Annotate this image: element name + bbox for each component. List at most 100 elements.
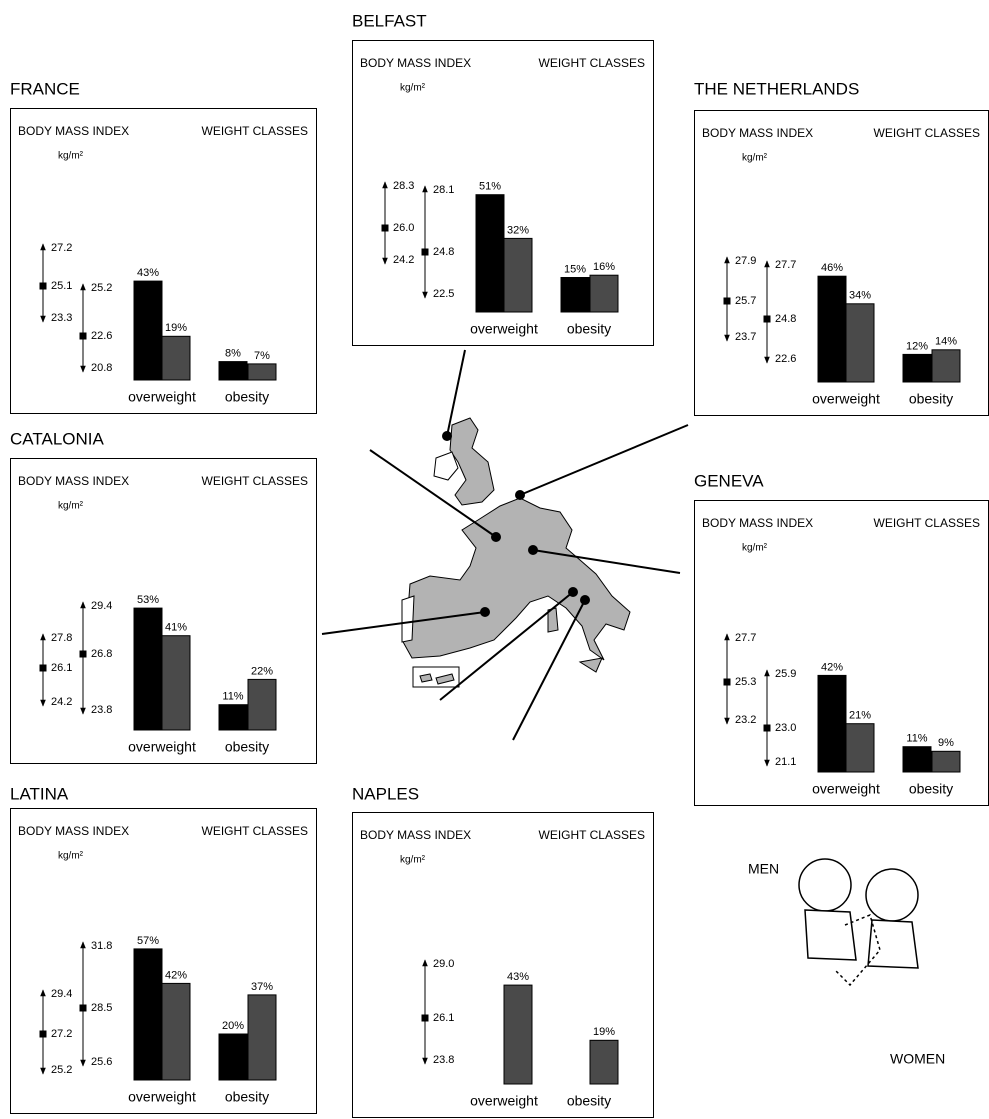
bmi-mean	[80, 1005, 87, 1012]
city-dot	[528, 545, 538, 555]
category-label: obesity	[567, 1093, 611, 1109]
bar-value-label: 11%	[906, 733, 927, 745]
bmi-low-label: 20.8	[91, 362, 112, 374]
category-label: overweight	[812, 391, 880, 407]
bar-value-label: 15%	[564, 263, 586, 275]
bmi-mean-label: 24.8	[775, 313, 796, 325]
unit: kg/m²	[400, 855, 426, 866]
bmi-mean	[80, 651, 87, 658]
bar-value-label: 19%	[593, 1026, 615, 1038]
bar-value-label: 43%	[137, 267, 159, 279]
bmi-mean	[40, 665, 47, 672]
page: body { margin: 0; background: #fff; font…	[0, 0, 989, 1119]
bmi-high-label: 27.7	[735, 632, 756, 644]
bar	[248, 995, 276, 1080]
boy-head	[799, 859, 851, 911]
bar	[903, 747, 931, 772]
bar	[932, 751, 960, 772]
bmi-low-label: 23.8	[91, 704, 112, 716]
bar-value-label: 14%	[935, 336, 957, 348]
bar	[134, 608, 162, 730]
portugal	[402, 596, 414, 642]
bar	[846, 724, 874, 772]
bar	[561, 278, 589, 313]
unit: kg/m²	[742, 543, 768, 554]
bmi-high-label: 25.2	[91, 282, 112, 294]
bar-value-label: 53%	[137, 594, 159, 606]
body: {"chart_data": [ {"type": "bar", "title"…	[0, 0, 989, 1119]
city-dot	[515, 490, 525, 500]
bar	[818, 675, 846, 772]
bmi-mean-label: 25.1	[51, 280, 72, 292]
bmi-high-label: 29.4	[91, 600, 112, 612]
bar-value-label: 8%	[225, 348, 241, 360]
bar	[846, 304, 874, 382]
bmi-mean	[422, 249, 429, 256]
bar-value-label: 11%	[222, 691, 243, 703]
panel-title: LATINA	[10, 784, 69, 803]
bmi-mean-label: 23.0	[775, 722, 796, 734]
bar-value-label: 41%	[165, 622, 187, 634]
bar-value-label: 32%	[507, 224, 529, 236]
panel-title: NAPLES	[352, 784, 419, 803]
bmi-mean	[382, 225, 389, 232]
unit: kg/m²	[400, 83, 426, 94]
panel-title: CATALONIA	[10, 429, 104, 448]
category-label: obesity	[225, 1089, 269, 1105]
bar-value-label: 43%	[507, 971, 529, 983]
bmi-heading: BODY MASS INDEX	[18, 824, 129, 838]
bmi-mean	[724, 298, 731, 305]
category-label: overweight	[128, 739, 196, 755]
bar-value-label: 37%	[251, 981, 273, 993]
unit: kg/m²	[58, 501, 84, 512]
map	[402, 418, 630, 687]
bmi-high-label: 28.3	[393, 180, 414, 192]
bmi-mean	[764, 316, 771, 323]
bmi-high-label: 27.8	[51, 632, 72, 644]
bars-heading: WEIGHT CLASSES	[539, 828, 645, 842]
bar-value-label: 21%	[849, 710, 871, 722]
city-dot	[480, 607, 490, 617]
category-label: obesity	[567, 321, 611, 337]
bmi-low-label: 24.2	[393, 254, 414, 266]
bmi-high-label: 29.0	[433, 958, 454, 970]
bar	[162, 636, 190, 730]
category-label: overweight	[128, 389, 196, 405]
panel-title: FRANCE	[10, 79, 80, 98]
bmi-high-label: 29.4	[51, 988, 72, 1000]
sicily	[580, 658, 602, 672]
category-label: overweight	[812, 781, 880, 797]
category-label: obesity	[909, 391, 953, 407]
bmi-mean	[40, 1031, 47, 1038]
bmi-mean-label: 25.3	[735, 676, 756, 688]
girl-body	[868, 920, 918, 968]
legend-men: MEN	[748, 861, 779, 877]
bmi-low-label: 22.6	[775, 353, 796, 365]
bmi-high-label: 28.1	[433, 184, 454, 196]
bmi-mean-label: 26.1	[51, 662, 72, 674]
bmi-low-label: 25.6	[91, 1056, 112, 1068]
bar	[932, 350, 960, 382]
bmi-mean-label: 26.8	[91, 648, 112, 660]
bmi-high-label: 27.2	[51, 242, 72, 254]
bmi-mean-label: 26.0	[393, 222, 414, 234]
bars-heading: WEIGHT CLASSES	[874, 516, 980, 530]
bmi-high-label: 25.9	[775, 668, 796, 680]
boy-body	[805, 910, 856, 960]
bmi-mean-label: 25.7	[735, 295, 756, 307]
panel: BODY MASS INDEXWEIGHT CLASSESkg/m²27.225…	[11, 109, 317, 414]
bars-heading: WEIGHT CLASSES	[874, 126, 980, 140]
bmi-mean-label: 24.8	[433, 246, 454, 258]
bmi-mean	[764, 725, 771, 732]
bar	[134, 281, 162, 380]
category-label: overweight	[128, 1089, 196, 1105]
bmi-low-label: 23.2	[735, 714, 756, 726]
bar-value-label: 12%	[906, 340, 928, 352]
bmi-mean-label: 27.2	[51, 1028, 72, 1040]
bars-heading: WEIGHT CLASSES	[202, 474, 308, 488]
bmi-heading: BODY MASS INDEX	[360, 828, 471, 842]
